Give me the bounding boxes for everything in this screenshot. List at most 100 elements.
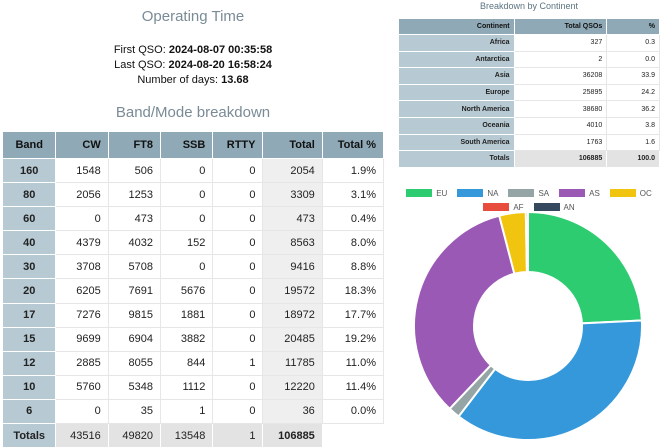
- cell-rtty: 0: [213, 375, 263, 399]
- header-pct: %: [607, 19, 660, 35]
- first-qso-label: First QSO:: [114, 44, 166, 56]
- cell-ft8: 8055: [108, 351, 160, 375]
- cell-total: 19572: [263, 279, 322, 303]
- cell-ft8: 4032: [108, 231, 160, 255]
- totals-continent: Totals: [399, 151, 515, 168]
- cell-total-pct: 1.9%: [322, 159, 383, 183]
- continent-title: Breakdown by Continent: [398, 1, 660, 11]
- cell-pct: 0.0: [607, 51, 660, 68]
- cell-continent: South America: [399, 134, 515, 151]
- header-rtty: RTTY: [213, 132, 263, 159]
- cell-continent: Asia: [399, 68, 515, 85]
- cell-total: 8563: [263, 231, 322, 255]
- totals-cw: 43516: [56, 424, 108, 448]
- cell-total: 11785: [263, 351, 322, 375]
- cell-band: 30: [3, 255, 56, 279]
- totals-ssb: 13548: [161, 424, 213, 448]
- cell-continent: Antarctica: [399, 51, 515, 68]
- cell-total-qsos: 2: [514, 51, 607, 68]
- cell-ssb: 1112: [161, 375, 213, 399]
- cell-ssb: 3882: [161, 327, 213, 351]
- days-value: 13.68: [221, 74, 249, 86]
- cell-pct: 0.3: [607, 35, 660, 52]
- legend-label: NA: [487, 189, 498, 198]
- legend-label: OC: [640, 189, 652, 198]
- continent-header-row: Continent Total QSOs %: [399, 19, 660, 35]
- cell-ssb: 152: [161, 231, 213, 255]
- header-total: Total: [263, 132, 322, 159]
- cell-ssb: 0: [161, 159, 213, 183]
- cell-ssb: 844: [161, 351, 213, 375]
- cell-ssb: 5676: [161, 279, 213, 303]
- cell-ft8: 1253: [108, 183, 160, 207]
- cell-total: 3309: [263, 183, 322, 207]
- cell-total-qsos: 36208: [514, 68, 607, 85]
- legend-item-eu[interactable]: EU: [406, 189, 447, 198]
- band-mode-title: Band/Mode breakdown: [0, 104, 386, 121]
- legend-label: AS: [589, 189, 600, 198]
- cell-ssb: 0: [161, 207, 213, 231]
- totals-pct: 100.0: [607, 151, 660, 168]
- cell-cw: 7276: [56, 303, 108, 327]
- cell-cw: 4379: [56, 231, 108, 255]
- cell-ft8: 6904: [108, 327, 160, 351]
- cell-ft8: 9815: [108, 303, 160, 327]
- first-qso-value: 2024-08-07 00:35:58: [169, 44, 272, 56]
- cell-total-pct: 0.0%: [322, 399, 383, 423]
- cell-total-pct: 3.1%: [322, 183, 383, 207]
- cell-cw: 6205: [56, 279, 108, 303]
- cell-band: 80: [3, 183, 56, 207]
- legend-label: EU: [436, 189, 447, 198]
- cell-band: 20: [3, 279, 56, 303]
- legend-item-as[interactable]: AS: [559, 189, 600, 198]
- cell-total: 2054: [263, 159, 322, 183]
- cell-band: 40: [3, 231, 56, 255]
- legend-label: SA: [538, 189, 549, 198]
- cell-rtty: 0: [213, 327, 263, 351]
- header-total-pct: Total %: [322, 132, 383, 159]
- last-qso-label: Last QSO:: [114, 59, 165, 71]
- legend-item-sa[interactable]: SA: [508, 189, 549, 198]
- cell-total: 9416: [263, 255, 322, 279]
- cell-total-qsos: 327: [514, 35, 607, 52]
- cell-band: 15: [3, 327, 56, 351]
- cell-ssb: 0: [161, 255, 213, 279]
- cell-ssb: 0: [161, 183, 213, 207]
- totals-total: 106885: [263, 424, 322, 448]
- cell-total: 36: [263, 399, 322, 423]
- cell-rtty: 0: [213, 207, 263, 231]
- cell-total: 20485: [263, 327, 322, 351]
- cell-ssb: 1881: [161, 303, 213, 327]
- last-qso-value: 2024-08-20 16:58:24: [169, 59, 272, 71]
- header-cw: CW: [56, 132, 108, 159]
- legend-item-oc[interactable]: OC: [610, 189, 652, 198]
- band-mode-header-row: Band CW FT8 SSB RTTY Total Total %: [3, 132, 384, 159]
- cell-rtty: 0: [213, 159, 263, 183]
- legend-swatch: [406, 189, 432, 197]
- cell-cw: 9699: [56, 327, 108, 351]
- first-qso-line: First QSO: 2024-08-07 00:35:58: [0, 44, 386, 56]
- legend-item-na[interactable]: NA: [457, 189, 498, 198]
- cell-pct: 3.8: [607, 117, 660, 134]
- totals-ft8: 49820: [108, 424, 160, 448]
- donut-slice-eu[interactable]: [528, 212, 642, 323]
- cell-pct: 24.2: [607, 84, 660, 101]
- cell-rtty: 1: [213, 351, 263, 375]
- cell-continent: Africa: [399, 35, 515, 52]
- totals-total-qsos: 106885: [514, 151, 607, 168]
- cell-total-pct: 17.7%: [322, 303, 383, 327]
- days-line: Number of days: 13.68: [0, 74, 386, 86]
- legend-swatch: [559, 189, 585, 197]
- cell-rtty: 0: [213, 231, 263, 255]
- totals-total-pct: [322, 424, 383, 448]
